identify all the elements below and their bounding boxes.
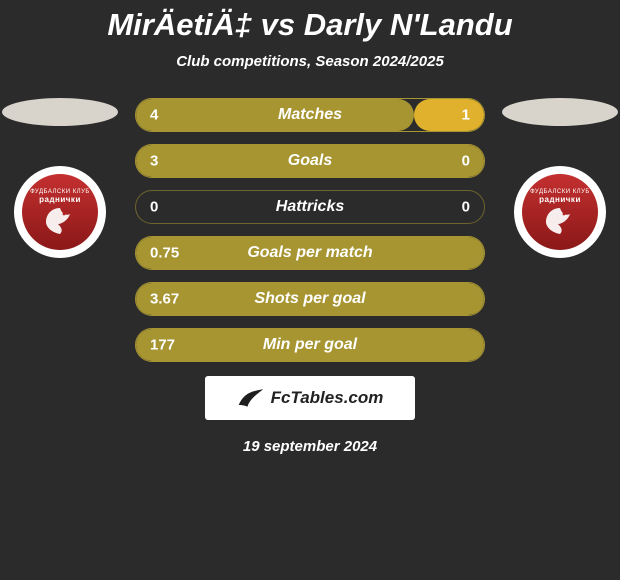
stat-bar-left-value: 0.75 <box>150 245 179 262</box>
stat-bar-label: Goals <box>288 152 332 170</box>
stat-bar-label: Shots per goal <box>254 290 365 308</box>
stat-bar-label: Min per goal <box>263 336 357 354</box>
stat-bar-right-value: 0 <box>462 199 470 216</box>
club-logo-left-text-name: раднички <box>39 195 81 204</box>
page-title: MirÄetiÄ‡ vs Darly N'Landu <box>0 6 620 43</box>
date-label: 19 september 2024 <box>0 438 620 455</box>
brand-swoosh-icon <box>237 387 265 409</box>
stat-bar-right-value: 0 <box>462 153 470 170</box>
stat-bar-left-value: 4 <box>150 107 158 124</box>
club-logo-right: ФУДБАЛСКИ КЛУБ раднички <box>514 166 606 258</box>
stat-bar: Matches 4 1 <box>135 98 485 132</box>
stat-bar-right-value: 1 <box>462 107 470 124</box>
stat-bar: Min per goal 177 <box>135 328 485 362</box>
stat-bars: Matches 4 1 Goals 3 0 Hattricks 0 0 Goals per mat… <box>120 98 500 362</box>
club-logo-right-text-name: раднички <box>539 195 581 204</box>
stat-bar-fill-right <box>414 99 484 131</box>
stat-bar: Shots per goal 3.67 <box>135 282 485 316</box>
club-logo-left: ФУДБАЛСКИ КЛУБ раднички <box>14 166 106 258</box>
stat-bar: Goals 3 0 <box>135 144 485 178</box>
player-placeholder-right <box>502 98 618 126</box>
eagle-icon <box>40 206 80 236</box>
stat-bar-left-value: 177 <box>150 337 175 354</box>
eagle-icon <box>540 206 580 236</box>
stat-bar-fill-left <box>136 99 414 131</box>
stat-bar: Goals per match 0.75 <box>135 236 485 270</box>
brand-badge: FcTables.com <box>205 376 415 420</box>
subtitle: Club competitions, Season 2024/2025 <box>0 53 620 70</box>
player-placeholder-left <box>2 98 118 126</box>
stat-bar-label: Hattricks <box>276 198 344 216</box>
brand-text: FcTables.com <box>271 388 384 408</box>
stat-bar-left-value: 0 <box>150 199 158 216</box>
stat-bar-label: Matches <box>278 106 342 124</box>
left-column: ФУДБАЛСКИ КЛУБ раднички <box>0 98 120 258</box>
stat-bar-left-value: 3 <box>150 153 158 170</box>
stat-bar: Hattricks 0 0 <box>135 190 485 224</box>
stat-bar-left-value: 3.67 <box>150 291 179 308</box>
stat-bar-label: Goals per match <box>247 244 372 262</box>
right-column: ФУДБАЛСКИ КЛУБ раднички <box>500 98 620 258</box>
